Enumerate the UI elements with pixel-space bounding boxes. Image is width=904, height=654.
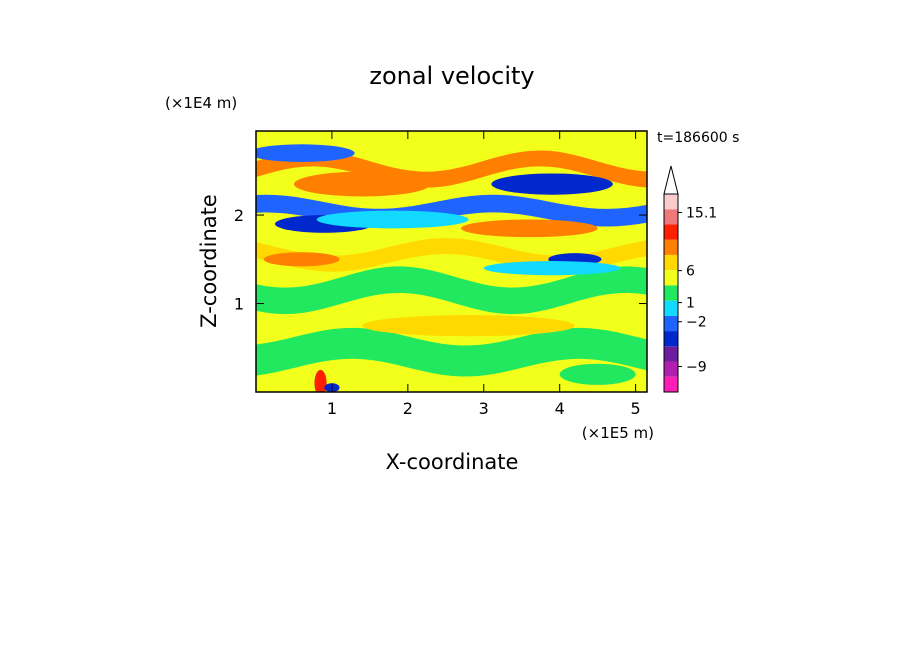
x-tick-label: 4: [555, 399, 565, 418]
colorbar-label: 6: [686, 264, 695, 280]
colorbar-level: [664, 331, 678, 347]
colorbar-level: [664, 346, 678, 362]
y-tick-label: 1: [234, 295, 244, 314]
contour-feature: [559, 363, 636, 385]
colorbar-level: [664, 270, 678, 286]
contour-feature: [362, 315, 575, 337]
contour-features: [256, 144, 636, 392]
x-tick-label: 2: [403, 399, 413, 418]
colorbar-level: [664, 376, 678, 392]
x-tick-label: 5: [631, 399, 641, 418]
colorbar-frame: [663, 193, 679, 393]
time-label: t=186600 s: [657, 130, 739, 146]
colorbar-level: [664, 224, 678, 240]
x-axis-label: X-coordinate: [386, 450, 519, 474]
colorbar-label: −2: [686, 315, 707, 331]
contour-feature: [483, 261, 621, 276]
contour-feature: [491, 173, 613, 195]
colorbar-level: [664, 361, 678, 377]
contour-feature: [314, 369, 327, 392]
colorbar-level: [664, 209, 678, 225]
x-tick-label: 3: [479, 399, 489, 418]
contour-feature: [256, 144, 355, 162]
contour-feature: [293, 171, 431, 197]
colorbar-label: 15.1: [686, 206, 717, 222]
contour-feature: [316, 210, 469, 229]
y-axis: 12: [234, 206, 647, 314]
contour-feature: [460, 219, 598, 238]
colorbar-level: [664, 285, 678, 301]
colorbar: 15.1 6 1 −2 −9: [663, 165, 717, 393]
colorbar-level: [664, 254, 678, 271]
contour-band: [256, 327, 647, 377]
x-unit-label: (×1E5 m): [582, 424, 654, 442]
colorbar-labels: 15.1 6 1 −2 −9: [678, 206, 717, 375]
contour-band: [256, 266, 647, 315]
y-tick-label: 2: [234, 206, 244, 225]
colorbar-cells: [664, 194, 678, 392]
contour-feature: [263, 252, 340, 267]
colorbar-label: −9: [686, 359, 707, 375]
y-unit-label: (×1E4 m): [165, 94, 237, 112]
colorbar-level: [664, 239, 678, 255]
plot-frame: [255, 130, 648, 393]
colorbar-level: [664, 315, 678, 332]
colorbar-level: [664, 194, 678, 210]
colorbar-level: [664, 300, 678, 316]
x-tick-label: 1: [327, 399, 337, 418]
x-axis: 1 2 3 4 5: [327, 131, 641, 418]
chart-title: zonal velocity: [369, 62, 534, 90]
y-axis-label: Z-coordinate: [197, 194, 221, 328]
colorbar-label: 1: [686, 296, 695, 312]
contour-band: [256, 150, 647, 188]
plot-area: [256, 131, 647, 392]
